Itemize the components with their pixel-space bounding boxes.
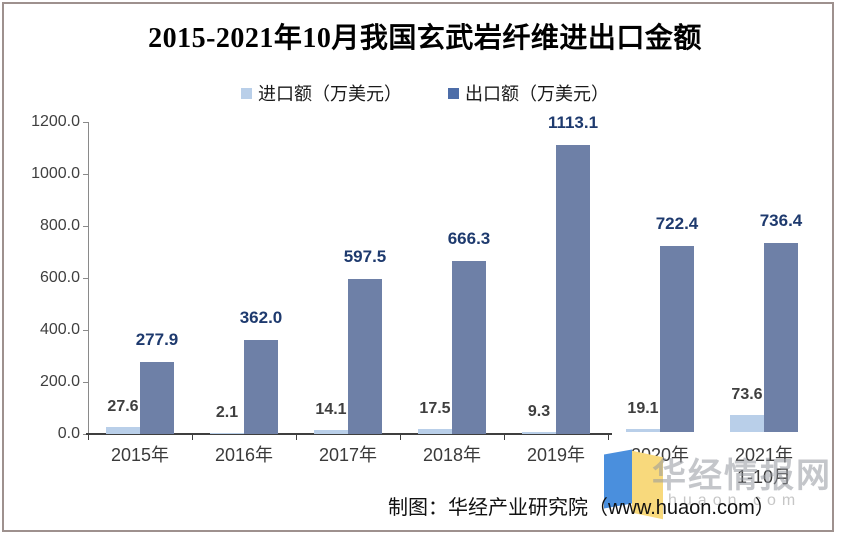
legend-swatch <box>241 87 252 99</box>
bar-import <box>106 426 140 434</box>
bar-value-label-export: 362.0 <box>239 307 283 327</box>
bar-export <box>140 361 174 434</box>
bar-value-label-export: 736.4 <box>759 210 803 230</box>
bar-export <box>348 278 382 434</box>
bar-value-label-import: 27.6 <box>107 397 139 415</box>
bar-value-label-import: 73.6 <box>731 385 763 403</box>
y-tick-mark <box>83 226 88 227</box>
x-tick-label: 2015年 <box>110 445 170 465</box>
y-tick-label: 1000.0 <box>31 165 80 182</box>
bar-value-label-import: 2.1 <box>215 404 239 421</box>
bar-export <box>244 339 278 434</box>
y-tick-mark <box>83 382 88 383</box>
legend-item: 出口额（万美元） <box>448 80 609 106</box>
bar-export <box>452 260 486 434</box>
bar-import <box>314 430 348 434</box>
y-tick-mark <box>83 174 88 175</box>
bar-export <box>660 246 694 434</box>
bar-import <box>730 414 764 434</box>
x-tick-mark <box>296 435 297 440</box>
bar-value-label-export: 722.4 <box>655 214 699 234</box>
y-axis-line <box>88 122 89 434</box>
y-tick-label: 800.0 <box>39 217 80 234</box>
bar-export <box>764 242 798 434</box>
x-tick-mark <box>192 435 193 440</box>
y-tick-mark <box>83 122 88 123</box>
y-tick-label: 1200.0 <box>31 113 80 130</box>
bar-value-label-import: 17.5 <box>419 400 451 418</box>
x-axis-line <box>86 433 821 435</box>
y-tick-mark <box>83 434 88 435</box>
x-tick-label: 2017年 <box>318 445 378 465</box>
bar-value-label-export: 597.5 <box>343 246 387 266</box>
y-tick-label: 400.0 <box>39 321 80 338</box>
y-tick-label: 0.0 <box>57 425 80 442</box>
y-tick-mark <box>83 278 88 279</box>
bar-value-label-import: 9.3 <box>527 402 551 420</box>
bar-import <box>522 431 556 434</box>
bar-import <box>210 433 244 434</box>
x-tick-mark <box>504 435 505 440</box>
footer-credit: 制图：华经产业研究院（www.huaon.com） <box>388 497 775 519</box>
bar-value-label-export: 666.3 <box>447 228 491 248</box>
legend-swatch <box>448 87 459 99</box>
y-tick-mark <box>83 330 88 331</box>
bar-value-label-export: 1113.1 <box>547 112 599 132</box>
x-tick-label: 2018年 <box>422 445 482 465</box>
legend-item: 进口额（万美元） <box>241 80 402 106</box>
bar-import <box>626 429 660 434</box>
y-tick-label: 600.0 <box>39 269 80 286</box>
bar-value-label-export: 277.9 <box>135 329 179 349</box>
watermark-domain-text: huaon.com <box>668 492 802 509</box>
bar-value-label-import: 19.1 <box>627 400 659 418</box>
bar-value-label-import: 14.1 <box>315 401 347 419</box>
legend-label: 出口额（万美元） <box>465 84 609 104</box>
legend-label: 进口额（万美元） <box>258 84 402 104</box>
watermark-brand-text: 华经情报网 <box>652 457 832 495</box>
x-tick-mark <box>400 435 401 440</box>
x-tick-label: 2019年 <box>526 445 586 465</box>
x-tick-label: 2021年 1-10月 <box>734 445 794 487</box>
y-tick-label: 200.0 <box>39 373 80 390</box>
x-tick-label: 2016年 <box>214 445 274 465</box>
chart-title: 2015-2021年10月我国玄武岩纤维进出口金额 <box>148 23 702 54</box>
x-tick-mark <box>88 435 89 440</box>
legend: 进口额（万美元） 出口额（万美元） <box>0 80 850 106</box>
bar-import <box>418 429 452 434</box>
x-tick-mark <box>608 435 609 440</box>
bar-export <box>556 144 590 434</box>
